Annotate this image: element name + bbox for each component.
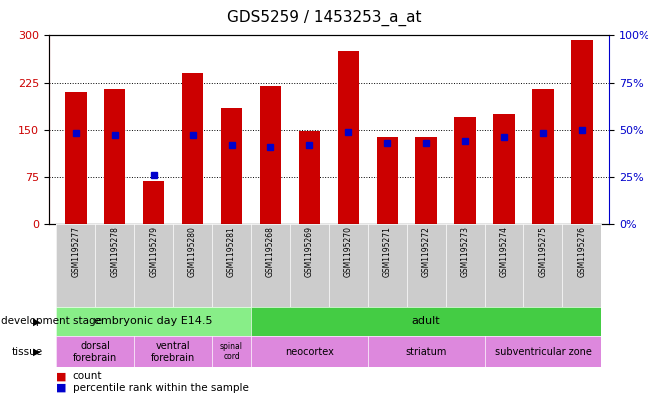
Text: ■: ■ (56, 383, 67, 393)
Bar (299, 131, 320, 224)
Text: ■: ■ (56, 371, 67, 381)
Text: GDS5259 / 1453253_a_at: GDS5259 / 1453253_a_at (227, 10, 421, 26)
Text: subventricular zone: subventricular zone (494, 347, 592, 357)
Bar (182, 73, 203, 224)
Bar (143, 181, 165, 224)
Text: GSM1195275: GSM1195275 (538, 226, 548, 277)
Bar (454, 117, 476, 224)
Text: GSM1195278: GSM1195278 (110, 226, 119, 277)
Text: GSM1195271: GSM1195271 (383, 226, 392, 277)
Text: ventral
forebrain: ventral forebrain (151, 341, 195, 362)
Text: GSM1195280: GSM1195280 (188, 226, 197, 277)
Text: development stage: development stage (1, 316, 102, 326)
Text: percentile rank within the sample: percentile rank within the sample (73, 383, 248, 393)
Text: GSM1195276: GSM1195276 (577, 226, 586, 277)
Text: GSM1195272: GSM1195272 (422, 226, 431, 277)
Text: adult: adult (412, 316, 441, 326)
Text: GSM1195273: GSM1195273 (461, 226, 470, 277)
Bar (260, 86, 281, 224)
Text: dorsal
forebrain: dorsal forebrain (73, 341, 117, 362)
Text: GSM1195281: GSM1195281 (227, 226, 236, 277)
Bar (65, 92, 87, 224)
Text: ▶: ▶ (33, 347, 41, 357)
Text: GSM1195279: GSM1195279 (149, 226, 158, 277)
Text: striatum: striatum (406, 347, 447, 357)
Text: GSM1195270: GSM1195270 (344, 226, 353, 277)
Text: spinal
cord: spinal cord (220, 342, 243, 362)
Text: GSM1195268: GSM1195268 (266, 226, 275, 277)
Bar (493, 114, 515, 224)
Text: embryonic day E14.5: embryonic day E14.5 (95, 316, 213, 326)
Text: GSM1195277: GSM1195277 (71, 226, 80, 277)
Bar (415, 137, 437, 224)
Text: GSM1195269: GSM1195269 (305, 226, 314, 277)
Bar (571, 40, 592, 224)
Text: count: count (73, 371, 102, 381)
Bar (338, 51, 359, 224)
Bar (104, 89, 126, 224)
Text: GSM1195274: GSM1195274 (500, 226, 509, 277)
Bar (532, 89, 553, 224)
Bar (221, 108, 242, 224)
Text: neocortex: neocortex (285, 347, 334, 357)
Text: ▶: ▶ (33, 316, 41, 326)
Text: tissue: tissue (12, 347, 43, 357)
Bar (376, 137, 398, 224)
